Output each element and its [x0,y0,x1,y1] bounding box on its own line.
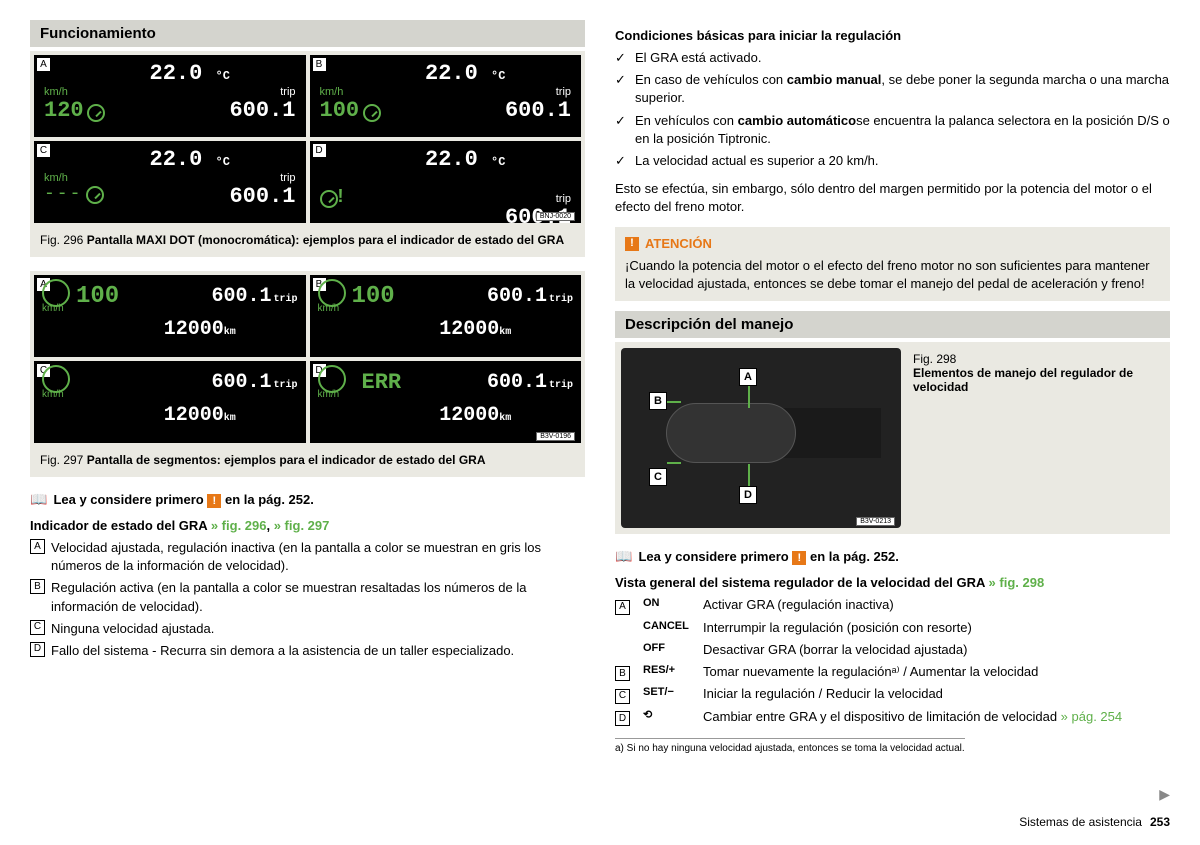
panel-296-a: A 22.0 °C km/h 120 trip 600.1 [34,55,306,137]
section-header-funcionamiento: Funcionamiento [30,20,585,47]
gauge-icon [87,104,105,122]
section-header-descripcion: Descripción del manejo [615,311,1170,338]
gauge-icon [42,279,70,307]
check-item: ✓En caso de vehículos con cambio manual,… [615,71,1170,107]
gauge-icon [42,365,70,393]
fig296-link[interactable]: » fig. 296 [211,518,267,533]
fig298-caption: Fig. 298 Elementos de manejo del regulad… [913,348,1164,528]
check-item: ✓El GRA está activado. [615,49,1170,67]
left-column: Funcionamiento A 22.0 °C km/h 120 trip 6… [30,20,585,825]
gauge-icon [363,104,381,122]
conditions-heading: Condiciones básicas para iniciar la regu… [615,28,1170,43]
figure-296: A 22.0 °C km/h 120 trip 600.1 B 22.0 °C … [30,51,585,257]
book-icon: 📖 [615,548,632,565]
image-code: B3V-0213 [856,517,895,526]
continue-arrow-icon: ▶ [1159,786,1170,803]
gauge-error-icon [320,190,338,208]
page-254-link[interactable]: » pág. 254 [1061,709,1122,724]
image-code: BNJ-0020 [536,212,575,221]
panel-296-b: B 22.0 °C km/h 100 trip 600.1 [310,55,582,137]
footnote: a) Si no hay ninguna velocidad ajustada,… [615,738,965,754]
book-icon: 📖 [30,491,47,508]
list-item: BRegulación activa (en la pantalla a col… [30,579,585,615]
fig298-link[interactable]: » fig. 298 [989,575,1045,590]
page-footer: Sistemas de asistencia253 [1019,815,1170,829]
attention-box: !ATENCIÓN ¡Cuando la potencia del motor … [615,227,1170,302]
warning-icon: ! [207,494,221,508]
fig296-caption: Fig. 296 Pantalla MAXI DOT (monocromátic… [30,227,585,257]
list-item: AVelocidad ajustada, regulación inactiva… [30,539,585,575]
image-code: B3V-0196 [536,432,575,441]
fig297-caption: Fig. 297 Pantalla de segmentos: ejemplos… [30,447,585,477]
panel-297-a: A km/h 100 600.1trip 12000km [34,275,306,357]
gauge-icon [318,365,346,393]
overview-heading: Vista general del sistema regulador de l… [615,575,1170,590]
list-item: DFallo del sistema - Recurra sin demora … [30,642,585,660]
gauge-icon [318,279,346,307]
panel-297-c: C km/h 600.1trip 12000km [34,361,306,443]
figure-297: A km/h 100 600.1trip 12000km B km/h 100 … [30,271,585,477]
warning-icon: ! [792,551,806,565]
condition-note: Esto se efectúa, sin embargo, sólo dentr… [615,180,1170,216]
fig297-link[interactable]: » fig. 297 [274,518,330,533]
read-first-note: 📖 Lea y considere primero ! en la pág. 2… [615,548,1170,565]
panel-297-d: D km/h ERR 600.1trip 12000km B3V-0196 [310,361,582,443]
panel-296-c: C 22.0 °C km/h --- trip 600.1 [34,141,306,223]
panel-297-b: B km/h 100 600.1trip 12000km [310,275,582,357]
panel-tag: A [36,57,51,72]
controls-table: AONActivar GRA (regulación inactiva) CAN… [615,596,1170,726]
right-column: Condiciones básicas para iniciar la regu… [615,20,1170,825]
check-item: ✓En vehículos con cambio automáticose en… [615,112,1170,148]
panel-296-d: D 22.0 °C ! trip 600.1 BNJ-0020 [310,141,582,223]
check-item: ✓La velocidad actual es superior a 20 km… [615,152,1170,170]
list-item: CNinguna velocidad ajustada. [30,620,585,638]
indicator-heading: Indicador de estado del GRA » fig. 296, … [30,518,585,533]
warning-icon: ! [625,237,639,251]
gauge-icon [86,186,104,204]
stalk-image: A B C D B3V-0213 [621,348,901,528]
figure-298: A B C D B3V-0213 Fig. 298 Elementos de m… [615,342,1170,534]
read-first-note: 📖 Lea y considere primero ! en la pág. 2… [30,491,585,508]
